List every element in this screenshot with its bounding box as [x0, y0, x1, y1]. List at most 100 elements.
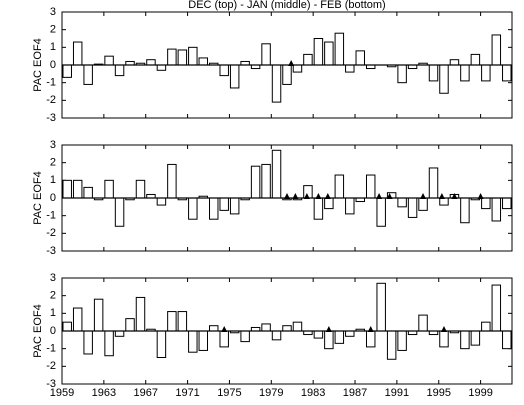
bar [460, 197, 470, 224]
bar [250, 165, 261, 199]
y-tick-label: 1 [50, 307, 56, 319]
y-tick-label: 3 [50, 272, 56, 284]
bar [418, 314, 428, 332]
bar [502, 197, 512, 210]
bar [397, 197, 407, 208]
bar [219, 330, 229, 348]
y-axis-label: PAC EOF4 [32, 38, 44, 92]
bar [334, 174, 345, 199]
plot-frame [61, 11, 513, 119]
bar [209, 325, 219, 332]
bar [491, 284, 502, 332]
y-tick-label: 2 [50, 157, 56, 169]
bar [460, 64, 470, 82]
bar [83, 64, 93, 85]
bar [345, 330, 355, 337]
bar [502, 330, 512, 350]
marker [324, 193, 331, 199]
bar [481, 197, 491, 210]
marker [477, 193, 484, 199]
marker [367, 326, 374, 332]
bar [83, 186, 93, 199]
bar [229, 64, 240, 89]
bar [114, 64, 125, 77]
y-tick-label: -3 [46, 378, 56, 390]
bar [428, 64, 439, 82]
bar [376, 282, 386, 332]
bar [439, 197, 449, 206]
y-tick-label: 0 [50, 192, 56, 204]
marker [303, 193, 310, 199]
bar [188, 330, 198, 353]
bar [146, 59, 156, 66]
bar [376, 197, 386, 227]
bar [313, 330, 324, 339]
bar [167, 48, 177, 66]
bar [428, 167, 439, 199]
bar [460, 330, 470, 350]
y-tick-label: -2 [46, 360, 56, 372]
x-tick-label: 1979 [259, 387, 283, 399]
y-tick-label: -2 [46, 227, 56, 239]
bar [62, 179, 72, 199]
bar [470, 330, 481, 346]
marker [438, 193, 445, 199]
bar [449, 59, 460, 66]
y-tick-label: -1 [46, 343, 56, 355]
y-tick-label: -2 [46, 94, 56, 106]
bar [491, 34, 502, 66]
marker [451, 193, 458, 199]
bar [114, 197, 125, 227]
bar [439, 64, 449, 94]
bar [240, 330, 250, 343]
bar [324, 330, 334, 350]
bar [271, 330, 282, 341]
bar [104, 55, 114, 66]
y-axis-label: PAC EOF4 [32, 304, 44, 358]
bar [282, 64, 292, 85]
marker [284, 193, 290, 199]
marker [376, 193, 383, 199]
marker [325, 326, 332, 332]
y-tick-label: 0 [50, 325, 56, 337]
bar [72, 41, 83, 66]
y-tick-label: -1 [46, 210, 56, 222]
bar [481, 64, 491, 82]
bar [125, 318, 135, 332]
y-tick-label: 2 [50, 24, 56, 36]
bar [313, 197, 324, 220]
bar [198, 57, 209, 66]
bar [135, 296, 146, 332]
bar [324, 41, 334, 66]
bar [365, 330, 376, 348]
y-tick-label: -1 [46, 77, 56, 89]
bar [355, 50, 365, 66]
bar [261, 163, 271, 199]
x-tick-label: 1975 [217, 387, 241, 399]
marker [221, 326, 228, 332]
bar [219, 64, 229, 77]
x-tick-label: 1999 [468, 387, 492, 399]
bar [481, 321, 491, 332]
y-tick-label: 2 [50, 290, 56, 302]
bar [313, 38, 324, 66]
y-tick-label: 1 [50, 41, 56, 53]
marker [288, 60, 295, 66]
chart-title: DEC (top) - JAN (middle) - FEB (bottom) [188, 0, 385, 11]
bar [365, 174, 376, 199]
y-tick-label: 1 [50, 174, 56, 186]
bar [397, 64, 407, 84]
bar [261, 43, 271, 66]
bar [93, 298, 104, 332]
bar [229, 197, 240, 215]
bar [72, 179, 83, 199]
bar [104, 179, 114, 199]
x-tick-label: 1987 [343, 387, 367, 399]
bar [104, 330, 114, 357]
x-tick-label: 1963 [92, 387, 116, 399]
bar [345, 197, 355, 215]
bar [167, 163, 177, 199]
x-tick-label: 1959 [50, 387, 74, 399]
bar [198, 330, 209, 351]
